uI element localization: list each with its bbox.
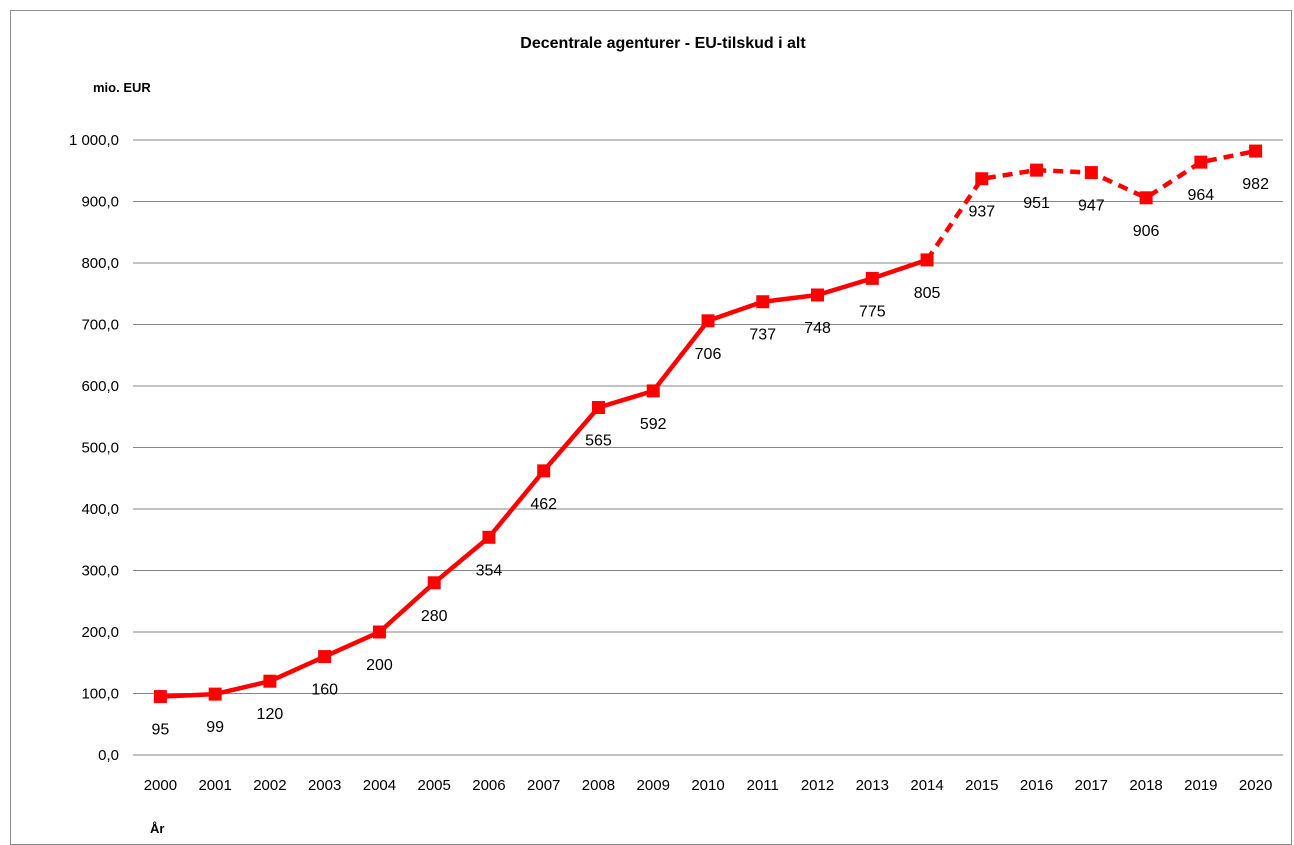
data-label: 462 xyxy=(530,496,557,513)
x-tick-label: 2003 xyxy=(308,777,341,794)
data-label: 982 xyxy=(1242,176,1269,193)
y-tick-label: 900,0 xyxy=(81,194,119,211)
data-label: 592 xyxy=(640,416,667,433)
y-tick-label: 600,0 xyxy=(81,378,119,395)
data-point-marker xyxy=(865,271,879,285)
x-axis-ticks: 2000 2001 2002 2003 2004 2005 2006 2007 2008 2009… xyxy=(144,777,1273,794)
data-label: 775 xyxy=(859,303,886,320)
x-tick-label: 2013 xyxy=(856,777,889,794)
data-label: 906 xyxy=(1133,223,1160,240)
data-label: 947 xyxy=(1078,198,1105,215)
x-tick-label: 2007 xyxy=(527,777,560,794)
data-point-marker xyxy=(208,687,222,701)
data-point-marker xyxy=(975,172,989,186)
y-tick-label: 300,0 xyxy=(81,563,119,580)
data-label: 706 xyxy=(695,346,722,363)
chart-frame xyxy=(10,10,1292,845)
data-point-marker xyxy=(263,674,277,688)
data-label: 160 xyxy=(311,682,338,699)
y-tick-label: 500,0 xyxy=(81,440,119,457)
data-point-marker xyxy=(427,576,441,590)
data-point-marker xyxy=(591,401,605,415)
data-labels: 95 99 120 160 200 280 354 462 565 592 706 737 748 775… xyxy=(151,176,1269,739)
data-point-marker xyxy=(153,690,167,704)
x-tick-label: 2006 xyxy=(472,777,505,794)
y-tick-label: 700,0 xyxy=(81,317,119,334)
y-axis-ticks: 0,0 100,0 200,0 300,0 400,0 500,0 600,0 700,0 80… xyxy=(69,132,119,764)
x-tick-label: 2018 xyxy=(1129,777,1162,794)
x-tick-label: 2020 xyxy=(1239,777,1272,794)
data-label: 200 xyxy=(366,657,393,674)
data-label: 964 xyxy=(1188,187,1215,204)
data-label: 99 xyxy=(206,719,224,736)
x-tick-label: 2010 xyxy=(691,777,724,794)
x-tick-label: 2019 xyxy=(1184,777,1217,794)
data-point-marker xyxy=(701,314,715,328)
data-point-marker xyxy=(1249,144,1263,158)
data-label: 737 xyxy=(749,327,776,344)
x-tick-label: 2017 xyxy=(1075,777,1108,794)
data-point-marker xyxy=(811,288,825,302)
y-tick-label: 200,0 xyxy=(81,624,119,641)
data-label: 95 xyxy=(151,722,169,739)
data-point-marker xyxy=(482,530,496,544)
data-point-marker xyxy=(1139,191,1153,205)
x-tick-label: 2008 xyxy=(582,777,615,794)
x-axis-label: År xyxy=(150,821,164,836)
x-tick-label: 2004 xyxy=(363,777,396,794)
x-tick-label: 2005 xyxy=(418,777,451,794)
x-tick-label: 2011 xyxy=(747,777,779,794)
x-tick-label: 2012 xyxy=(801,777,834,794)
data-point-marker xyxy=(372,625,386,639)
data-point-marker xyxy=(756,295,770,309)
data-point-marker xyxy=(318,650,332,664)
data-point-marker xyxy=(646,384,660,398)
y-tick-label: 1 000,0 xyxy=(69,132,119,149)
data-label: 565 xyxy=(585,433,612,450)
data-label: 354 xyxy=(476,562,503,579)
data-point-marker xyxy=(1084,166,1098,180)
x-tick-label: 2000 xyxy=(144,777,177,794)
y-tick-label: 400,0 xyxy=(81,501,119,518)
data-label: 280 xyxy=(421,608,448,625)
data-label: 120 xyxy=(257,706,284,723)
y-axis-unit-label: mio. EUR xyxy=(93,80,151,95)
chart-title: Decentrale agenturer - EU-tilskud i alt xyxy=(520,35,806,52)
data-point-marker xyxy=(1194,155,1208,169)
data-label: 937 xyxy=(968,204,995,221)
series-lines xyxy=(160,148,1257,699)
x-tick-label: 2001 xyxy=(198,777,231,794)
series-markers xyxy=(153,144,1263,704)
x-tick-label: 2014 xyxy=(910,777,943,794)
y-tick-label: 100,0 xyxy=(81,686,119,703)
y-tick-label: 800,0 xyxy=(81,255,119,272)
x-tick-label: 2016 xyxy=(1020,777,1053,794)
x-tick-label: 2015 xyxy=(965,777,998,794)
y-tick-label: 0,0 xyxy=(98,747,119,764)
data-label: 748 xyxy=(804,320,831,337)
x-tick-label: 2002 xyxy=(253,777,286,794)
x-tick-label: 2009 xyxy=(637,777,670,794)
gridlines xyxy=(133,139,1283,756)
data-point-marker xyxy=(1030,163,1044,177)
data-point-marker xyxy=(537,464,551,478)
data-point-marker xyxy=(920,253,934,267)
data-label: 805 xyxy=(914,285,941,302)
data-label: 951 xyxy=(1023,195,1050,212)
